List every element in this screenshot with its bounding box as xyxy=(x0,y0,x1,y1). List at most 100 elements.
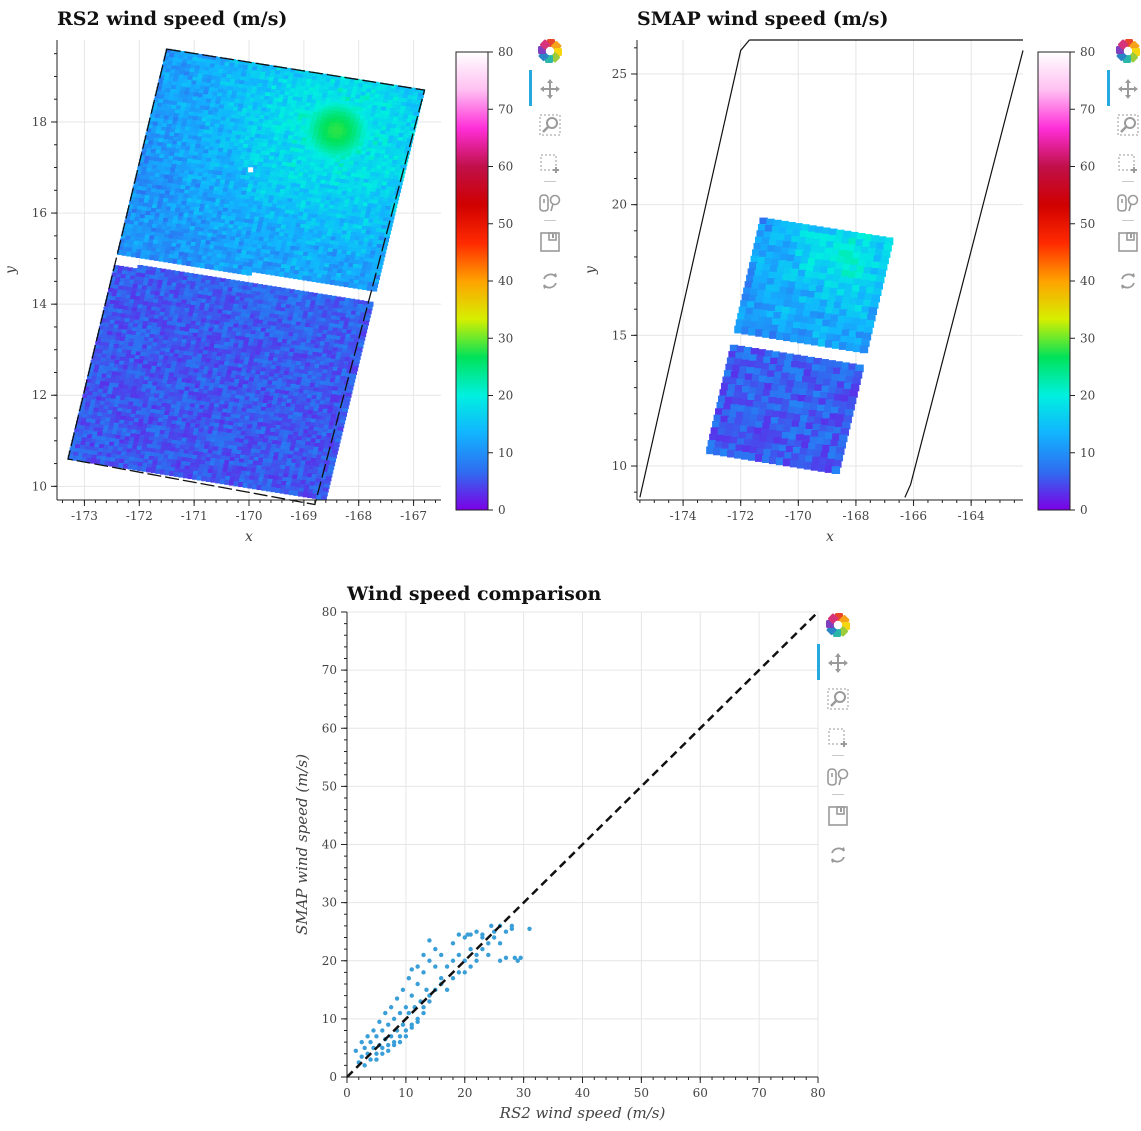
rs2-wind-cell xyxy=(141,186,148,193)
rs2-wind-cell xyxy=(214,300,221,307)
rs2-wind-cell xyxy=(281,260,288,266)
rs2-wind-cell xyxy=(214,379,221,385)
rs2-wind-cell xyxy=(304,346,311,352)
rs2-heatmap-plot[interactable]: -173 -172 -171 -170 -169 -168 -1671012141618xy… xyxy=(0,0,545,560)
rs2-wind-cell xyxy=(109,319,116,325)
rs2-wind-cell xyxy=(202,330,209,336)
rs2-wind-cell xyxy=(216,214,223,220)
rs2-wind-cell xyxy=(303,169,310,175)
rs2-wind-cell xyxy=(270,69,277,75)
rs2-wind-cell xyxy=(161,402,168,408)
rs2-wind-cell xyxy=(195,144,202,150)
rs2-wind-cell xyxy=(228,125,235,131)
rs2-wind-cell xyxy=(76,416,83,423)
rs2-wind-cell xyxy=(324,263,331,269)
rs2-wind-cell xyxy=(137,442,144,448)
rs2-wind-cell xyxy=(158,453,165,459)
rs2-wind-cell xyxy=(230,137,237,143)
rs2-wind-cell xyxy=(288,95,295,101)
rs2-wind-cell xyxy=(180,382,187,388)
rs2-wind-cell xyxy=(184,130,191,136)
rs2-wind-cell xyxy=(137,383,144,389)
rs2-wind-cell xyxy=(347,85,354,91)
rs2-wind-cell xyxy=(278,393,285,399)
rs2-wind-cell xyxy=(270,168,277,174)
rs2-wind-cell xyxy=(159,371,166,377)
rs2-wind-cell xyxy=(310,261,317,267)
rs2-wind-cell xyxy=(152,342,159,348)
rs2-wind-cell xyxy=(260,367,267,373)
rs2-wind-cell xyxy=(333,205,340,211)
rs2-wind-cell xyxy=(240,76,247,82)
rs2-wind-cell xyxy=(354,118,361,124)
rs2-wind-cell xyxy=(258,477,265,483)
rs2-wind-cell xyxy=(226,310,233,316)
rs2-wind-cell xyxy=(291,202,297,208)
rs2-wind-cell xyxy=(303,189,310,195)
rs2-wind-cell xyxy=(295,242,302,248)
rs2-wind-cell xyxy=(108,347,114,353)
rs2-wind-cell xyxy=(222,448,229,454)
rs2-wind-cell xyxy=(275,464,282,470)
rs2-wind-cell xyxy=(266,423,273,429)
rs2-wind-cell xyxy=(147,164,154,170)
rs2-wind-cell xyxy=(188,273,194,279)
rs2-wind-cell xyxy=(192,234,199,240)
rs2-wind-cell xyxy=(198,69,205,75)
rs2-wind-cell xyxy=(240,96,247,102)
rs2-wind-cell xyxy=(93,368,100,374)
rs2-wind-cell xyxy=(157,201,164,207)
rs2-wind-cell xyxy=(329,260,336,266)
rs2-wind-cell xyxy=(86,375,93,381)
rs2-wind-cell xyxy=(138,320,145,326)
rs2-wind-cell xyxy=(270,227,277,233)
rs2-wind-cell xyxy=(208,91,214,97)
rs2-wind-cell xyxy=(319,163,326,170)
rs2-wind-cell xyxy=(354,157,361,163)
rs2-wind-cell xyxy=(209,304,216,310)
rs2-wind-cell xyxy=(201,255,208,261)
rs2-wind-cell xyxy=(244,317,251,323)
rs2-wind-cell xyxy=(238,241,245,247)
rs2-wind-cell xyxy=(119,301,125,307)
rs2-wind-cell xyxy=(175,464,182,470)
rs2-wind-cell xyxy=(143,277,150,283)
rs2-wind-cell xyxy=(155,327,162,333)
rs2-wind-cell xyxy=(285,363,292,369)
rs2-wind-cell xyxy=(285,465,291,471)
rs2-wind-cell xyxy=(154,271,161,277)
rs2-wind-cell xyxy=(161,186,168,192)
rs2-wind-cell xyxy=(169,132,176,138)
rs2-wind-cell xyxy=(280,366,287,372)
rs2-wind-cell xyxy=(267,301,274,307)
rs2-wind-cell xyxy=(135,450,142,456)
rs2-wind-cell xyxy=(291,159,298,165)
rs2-wind-cell xyxy=(312,253,319,259)
rs2-wind-cell xyxy=(317,313,323,319)
rs2-wind-cell xyxy=(234,319,241,325)
rs2-wind-cell xyxy=(253,358,260,364)
rs2-wind-cell xyxy=(105,417,112,423)
rs2-wind-cell xyxy=(192,392,199,398)
rs2-wind-cell xyxy=(330,157,337,163)
rs2-wind-cell xyxy=(237,146,244,153)
rs2-wind-cell xyxy=(282,315,289,321)
rs2-wind-cell xyxy=(270,207,277,213)
rs2-wind-cell xyxy=(232,189,239,195)
rs2-wind-cell xyxy=(247,424,254,430)
rs2-wind-cell xyxy=(246,349,253,355)
rs2-wind-cell xyxy=(244,136,251,142)
rs2-wind-cell xyxy=(232,406,239,412)
rs2-wind-cell xyxy=(259,154,266,160)
rs2-wind-cell xyxy=(221,471,228,477)
rs2-wind-cell xyxy=(220,57,227,63)
rs2-wind-cell xyxy=(364,115,371,122)
rs2-wind-cell xyxy=(301,358,308,364)
rs2-wind-cell xyxy=(195,163,202,169)
rs2-wind-cell xyxy=(197,156,203,162)
rs2-wind-cell xyxy=(261,403,268,409)
rs2-wind-cell xyxy=(176,440,183,446)
rs2-wind-cell xyxy=(286,359,293,365)
rs2-wind-cell xyxy=(227,326,234,332)
rs2-wind-cell xyxy=(182,354,189,361)
